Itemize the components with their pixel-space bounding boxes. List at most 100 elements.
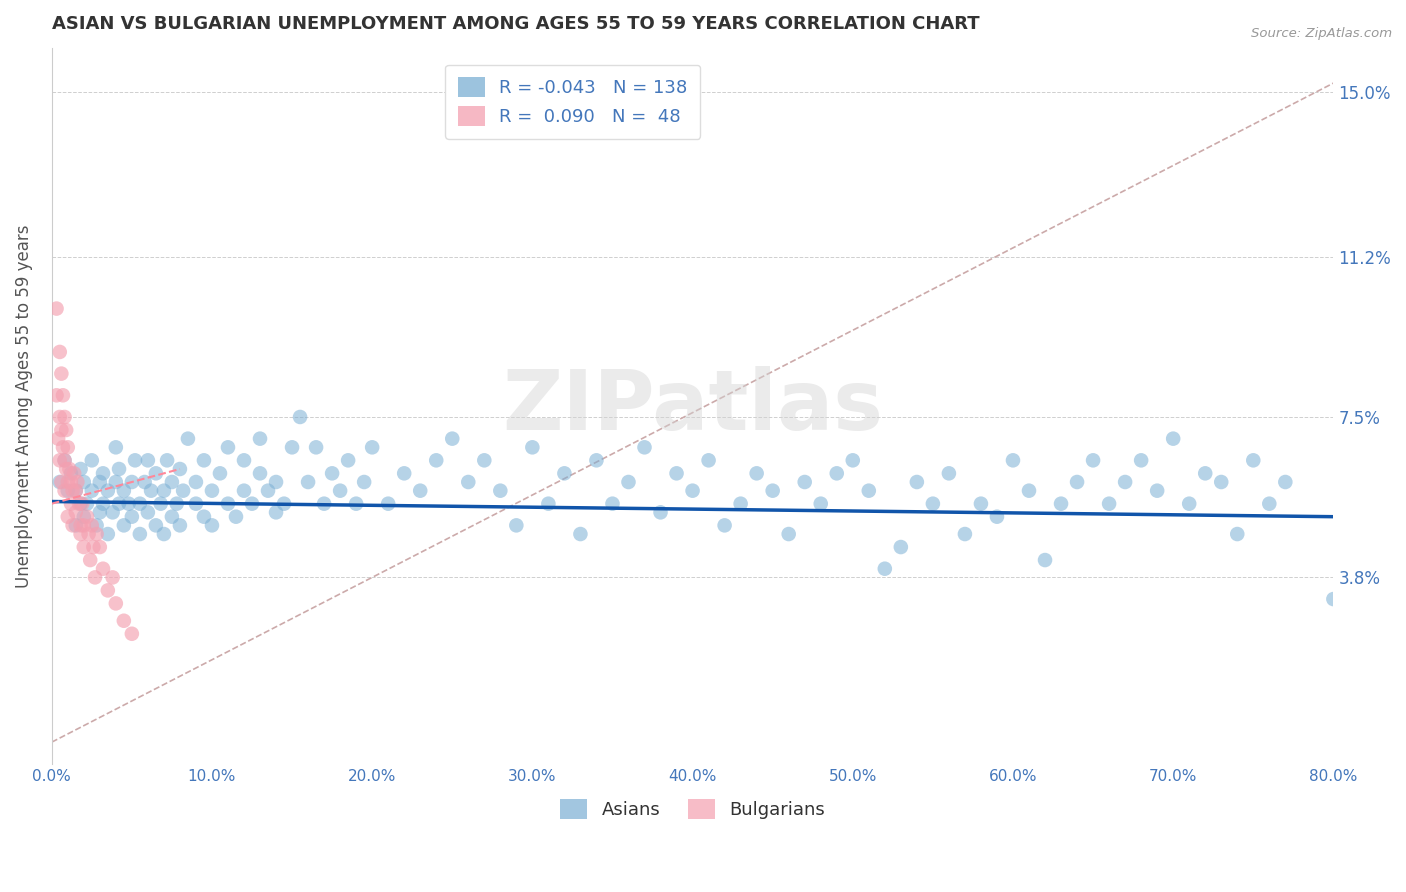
Point — [297, 475, 319, 489]
Point — [59, 467, 82, 481]
Point — [59, 475, 82, 489]
Point — [305, 440, 328, 454]
Point — [1322, 592, 1344, 607]
Y-axis label: Unemployment Among Ages 55 to 59 years: Unemployment Among Ages 55 to 59 years — [15, 225, 32, 588]
Point — [53, 409, 76, 424]
Point — [1033, 553, 1056, 567]
Point — [52, 440, 75, 454]
Point — [139, 483, 162, 498]
Point — [69, 497, 91, 511]
Point — [273, 497, 295, 511]
Text: Source: ZipAtlas.com: Source: ZipAtlas.com — [1251, 27, 1392, 40]
Point — [45, 388, 67, 402]
Point — [149, 497, 172, 511]
Point — [84, 570, 107, 584]
Point — [82, 540, 104, 554]
Point — [46, 432, 69, 446]
Point — [97, 483, 120, 498]
Point — [177, 432, 200, 446]
Point — [585, 453, 607, 467]
Point — [76, 509, 98, 524]
Point — [353, 475, 375, 489]
Point — [69, 518, 91, 533]
Point — [104, 475, 127, 489]
Point — [249, 467, 271, 481]
Point — [101, 505, 124, 519]
Point — [79, 553, 101, 567]
Point — [472, 453, 495, 467]
Point — [53, 483, 76, 498]
Point — [441, 432, 464, 446]
Point — [184, 497, 207, 511]
Point — [682, 483, 704, 498]
Point — [233, 483, 256, 498]
Point — [665, 467, 688, 481]
Point — [55, 423, 77, 437]
Point — [281, 440, 304, 454]
Point — [264, 475, 287, 489]
Point — [1114, 475, 1136, 489]
Point — [112, 518, 135, 533]
Point — [810, 497, 832, 511]
Point — [361, 440, 384, 454]
Point — [1130, 453, 1153, 467]
Point — [208, 467, 231, 481]
Point — [314, 497, 336, 511]
Point — [457, 475, 479, 489]
Point — [1001, 453, 1024, 467]
Point — [321, 467, 343, 481]
Point — [112, 483, 135, 498]
Point — [1081, 453, 1104, 467]
Point — [62, 483, 84, 498]
Point — [160, 475, 183, 489]
Point — [108, 462, 131, 476]
Point — [73, 509, 96, 524]
Point — [153, 483, 176, 498]
Point — [104, 596, 127, 610]
Point — [169, 518, 191, 533]
Point — [62, 518, 84, 533]
Point — [89, 540, 111, 554]
Point — [240, 497, 263, 511]
Point — [257, 483, 280, 498]
Point — [217, 440, 239, 454]
Point — [602, 497, 624, 511]
Point — [409, 483, 432, 498]
Point — [169, 462, 191, 476]
Point — [617, 475, 640, 489]
Point — [91, 497, 114, 511]
Point — [193, 453, 215, 467]
Legend: Asians, Bulgarians: Asians, Bulgarians — [553, 792, 832, 826]
Point — [217, 497, 239, 511]
Point — [56, 509, 79, 524]
Point — [184, 475, 207, 489]
Point — [970, 497, 993, 511]
Point — [1241, 453, 1264, 467]
Point — [1226, 527, 1249, 541]
Point — [489, 483, 512, 498]
Point — [425, 453, 447, 467]
Point — [86, 518, 108, 533]
Point — [53, 453, 76, 467]
Point — [89, 505, 111, 519]
Point — [49, 475, 72, 489]
Point — [505, 518, 527, 533]
Point — [59, 497, 82, 511]
Point — [58, 462, 80, 476]
Point — [1018, 483, 1040, 498]
Point — [201, 483, 224, 498]
Point — [91, 562, 114, 576]
Point — [166, 497, 188, 511]
Point — [97, 527, 120, 541]
Point — [70, 497, 93, 511]
Point — [73, 518, 96, 533]
Point — [128, 527, 150, 541]
Point — [1098, 497, 1121, 511]
Point — [1146, 483, 1168, 498]
Point — [1194, 467, 1216, 481]
Point — [51, 367, 73, 381]
Point — [65, 483, 87, 498]
Point — [697, 453, 720, 467]
Point — [193, 509, 215, 524]
Point — [938, 467, 960, 481]
